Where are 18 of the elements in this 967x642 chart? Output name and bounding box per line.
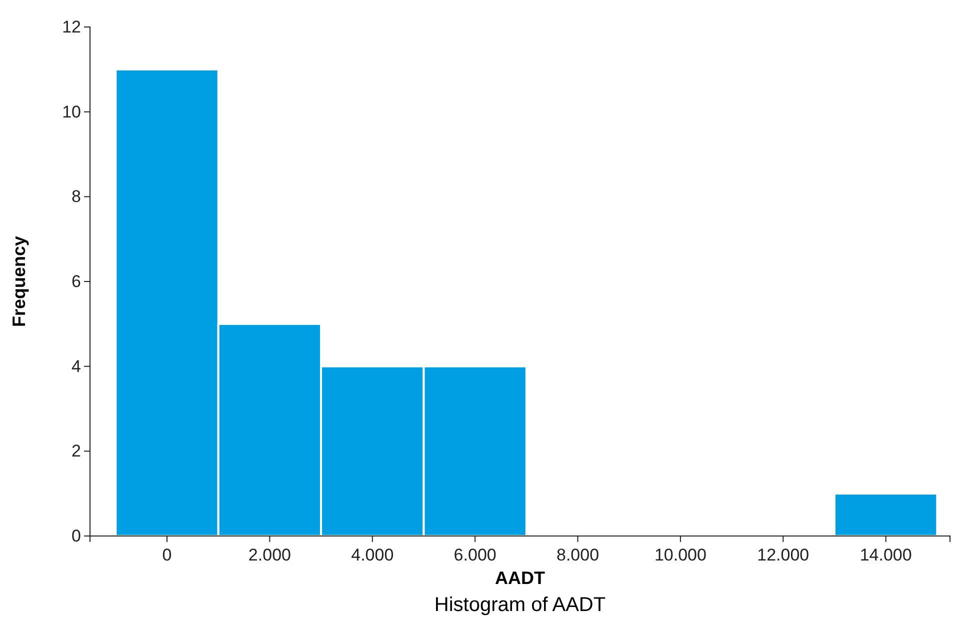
x-tick-label: 12.000 [757, 545, 810, 564]
x-tick-label: 14.000 [860, 545, 912, 564]
y-tick-label: 10 [62, 102, 81, 122]
y-tick-label: 4 [72, 356, 81, 376]
x-tick-label: 8.000 [556, 545, 600, 564]
x-tick-label: 2.000 [248, 545, 291, 564]
x-tick-label: 0 [162, 545, 172, 564]
y-tick-label: 6 [72, 272, 81, 291]
x-tick-label: 10.000 [654, 545, 706, 564]
x-tick-label: 4.000 [351, 545, 394, 564]
y-tick-label: 12 [62, 17, 81, 36]
y-tick-label: 2 [72, 442, 81, 461]
y-axis-title: Frequency [9, 236, 29, 328]
x-tick-label: 6.000 [454, 545, 496, 564]
x-axis-title: AADT [495, 568, 545, 588]
text: Histogram of AADT [434, 594, 606, 616]
y-tick-label: 8 [72, 187, 81, 206]
y-tick-label: 0 [72, 526, 81, 546]
